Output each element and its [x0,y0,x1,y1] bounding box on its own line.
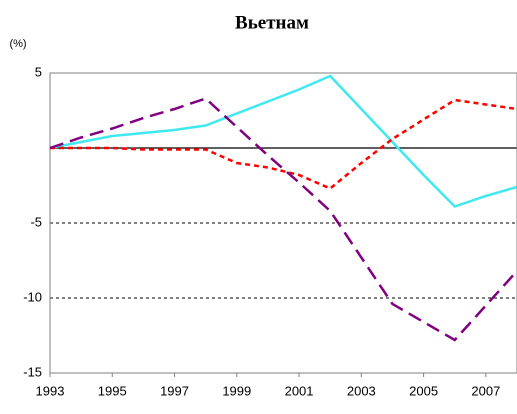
x-tick-label: 1997 [160,383,189,398]
y-tick-label: -10 [23,289,42,304]
chart-title: Вьетнам [235,12,309,33]
x-tick-label: 2001 [285,383,314,398]
x-tick-label: 1999 [222,383,251,398]
x-tick-label: 2005 [409,383,438,398]
y-tick-label: -15 [23,364,42,379]
plot-border [49,72,517,374]
y-axis-label: (%) [9,38,26,50]
y-tick-label: 5 [35,64,42,79]
x-tick-label: 1995 [98,383,127,398]
y-tick-label: -5 [30,214,42,229]
data-line [49,74,517,208]
x-tick-label: 2003 [347,383,376,398]
x-tick-label: 1993 [36,383,65,398]
x-tick-label: 2007 [471,383,500,398]
data-line [50,98,517,190]
